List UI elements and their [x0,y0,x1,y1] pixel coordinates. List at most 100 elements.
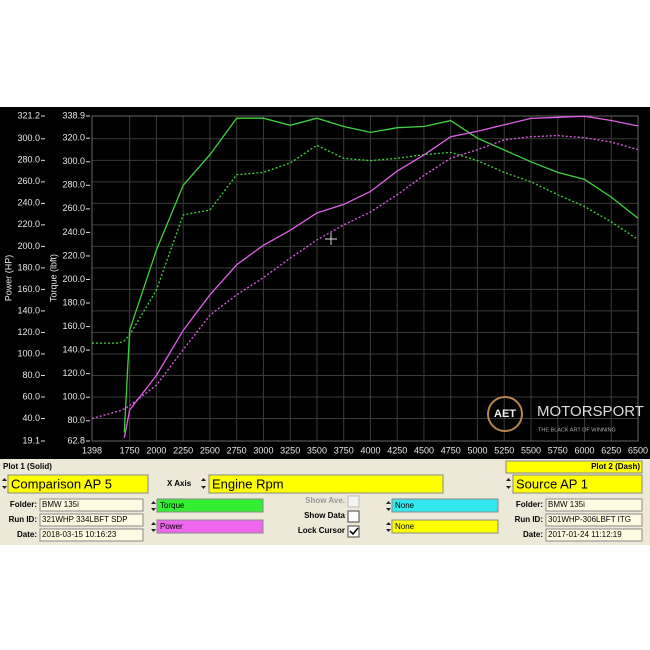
x-axis-box[interactable] [208,474,444,494]
y-tick-label: 140.0 [17,305,40,315]
plot [91,115,639,439]
y2-tick-label: 120.0 [62,368,85,378]
lock-cursor-label: Lock Cursor [298,526,345,535]
check-mark [349,527,359,536]
source-box[interactable] [512,474,643,494]
series-line [123,117,639,433]
y-tick-label: 80.0 [22,370,40,380]
x-axis-value: Engine Rpm [212,476,284,491]
x-tick-label: 4750 [441,445,461,455]
show-ave-label: Show Ave. [305,496,345,505]
x-tick-label: 2500 [200,445,220,455]
source: Source AP 1 [516,476,588,491]
y-tick-label: 19.1 [22,435,40,445]
y-tick-label: 40.0 [22,413,40,423]
run-label: Run ID: [515,515,543,524]
x-tick-label: 2750 [227,445,247,455]
spinner[interactable] [386,522,391,532]
x-tick-label: 2250 [173,445,193,455]
x-tick-label: 5750 [548,445,568,455]
field [39,528,144,542]
checkbox[interactable] [347,510,360,523]
x-axis-label: X Axis [167,479,192,488]
x-tick-label: 4500 [414,445,434,455]
x-tick-label: 5250 [494,445,514,455]
grid: 321.2 300.0 280.0 260.0 240.0 220.0 200.0 180.0… [17,110,648,455]
channel: None [395,522,415,531]
comparison-box[interactable] [7,474,149,494]
x-tick-label: 4250 [387,445,407,455]
x-tick-label: 5000 [467,445,487,455]
x-tick-label: 1398 [82,445,102,455]
y-tick-label: 60.0 [22,391,40,401]
plot2-label: Plot 2 (Dash) [591,462,640,471]
x-tick-label: 3250 [280,445,300,455]
y-tick-label: 260.0 [17,176,40,186]
field [545,513,643,527]
checkbox[interactable] [347,525,360,538]
y2-tick-label: 338.9 [62,110,85,120]
y2-tick-label: 320.0 [62,133,85,143]
y2-tick-label: 280.0 [62,180,85,190]
channel: Power [160,522,183,531]
date: 2018-03-15 10:16:23 [42,530,117,539]
channel: None [395,501,415,510]
run: 321WHP 334LBFT SDP [42,515,128,524]
channel-box[interactable] [156,498,264,513]
spinner[interactable] [506,478,511,489]
date-label: Date: [523,530,543,539]
run: 301WHP-306LBFT ITG [548,515,631,524]
channel: Torque [160,501,185,510]
y2-tick-label: 260.0 [62,203,85,213]
x-tick-label: 6250 [601,445,621,455]
field [39,498,144,512]
y2-tick-label: 160.0 [62,321,85,331]
plot-border [91,115,639,442]
y-axis-label: Power (HP) [3,255,13,302]
y2-tick-label: 62.8 [67,435,85,445]
spinners [2,478,511,532]
date: 2017-01-24 11:12:19 [548,530,622,539]
series-line [123,115,639,439]
spinner[interactable] [151,501,156,511]
channel-box[interactable] [156,519,264,534]
field [545,498,643,512]
series-line [92,144,639,344]
y2-tick-label: 300.0 [62,156,85,166]
y2-tick-label: 100.0 [62,392,85,402]
x-tick-label: 3500 [307,445,327,455]
run-label: Run ID: [9,515,37,524]
x-tick-label: 2000 [146,445,166,455]
spinner[interactable] [201,478,206,489]
comparison: Comparison AP 5 [11,476,112,491]
logo-ring [487,396,523,432]
y2-axis-label: Torque (lbft) [48,254,58,302]
checkbox[interactable] [347,495,360,508]
x-tick-label: 6000 [574,445,594,455]
y2-tick-label: 80.0 [67,415,85,425]
channel-box[interactable] [391,498,499,513]
spinner[interactable] [2,478,7,489]
cursor [325,233,337,245]
y-tick-label: 300.0 [17,133,40,143]
x-tick-label: 4000 [360,445,380,455]
field [39,513,144,527]
spinner[interactable] [151,522,156,532]
folder-label: Folder: [10,500,37,509]
plot2-box [505,460,643,474]
y-tick-label: 240.0 [17,198,40,208]
folder: BMW 135i [548,500,585,509]
field [545,528,643,542]
y2-tick-label: 180.0 [62,297,85,307]
spinner[interactable] [386,501,391,511]
plot1-label: Plot 1 (Solid) [3,462,52,471]
y-tick-label: 321.2 [17,110,40,120]
x-tick-label: 1750 [120,445,140,455]
y-tick-label: 200.0 [17,241,40,251]
folder: BMW 135i [42,500,79,509]
logo-mark: AET [494,408,516,420]
y2-tick-label: 200.0 [62,274,85,284]
show-data-label: Show Data [304,511,345,520]
channel-box[interactable] [391,519,499,534]
